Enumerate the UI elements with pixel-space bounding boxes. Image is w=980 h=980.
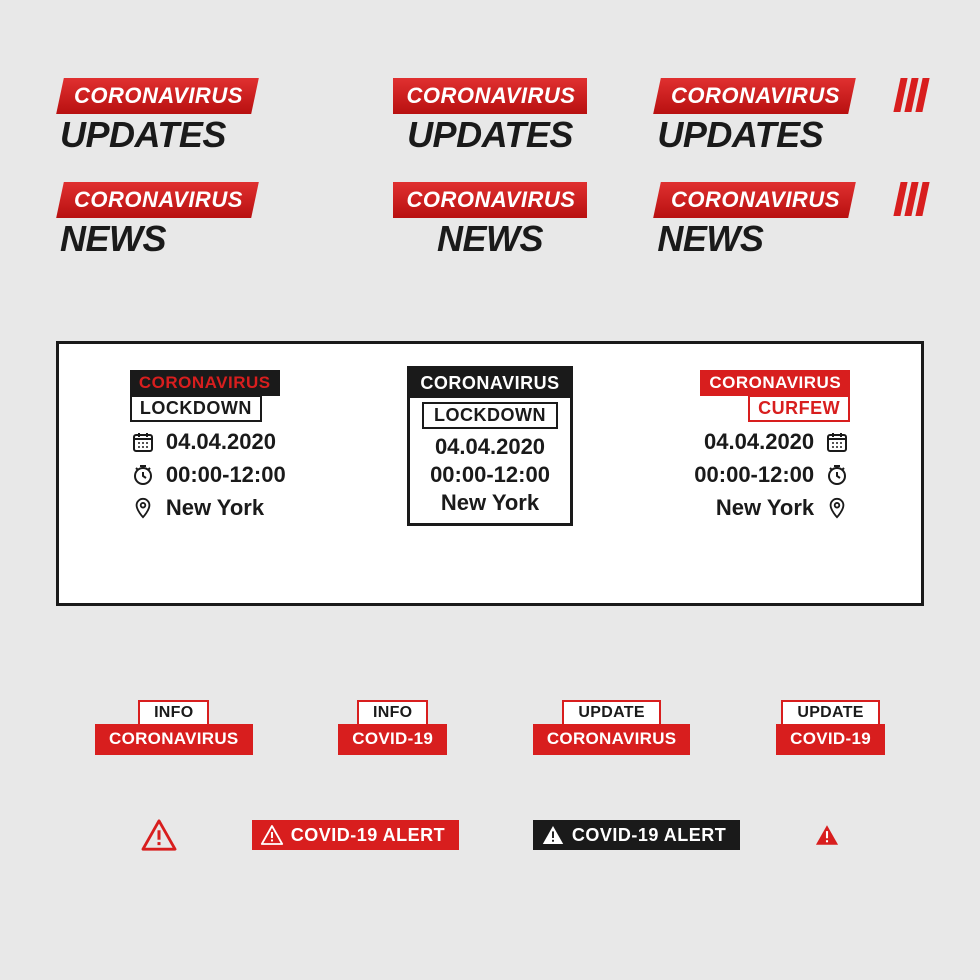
badge-bot: COVID-19 <box>776 724 885 755</box>
banner-subtitle: NEWS <box>437 218 543 260</box>
badge-update-coronavirus: UPDATE CORONAVIRUS <box>533 700 691 755</box>
clock-icon <box>824 462 850 488</box>
date-value: 04.04.2020 <box>166 429 276 455</box>
warning-solid-icon <box>814 823 840 847</box>
row-time: 00:00-12:00 <box>130 462 286 488</box>
alert-pill-black: COVID-19 ALERT <box>533 820 740 850</box>
banner-tag: CORONAVIRUS <box>654 182 857 218</box>
stripes-icon <box>897 78 926 112</box>
banner-tag: CORONAVIRUS <box>56 182 259 218</box>
banner-grid: CORONAVIRUS UPDATES CORONAVIRUS UPDATES … <box>60 78 920 260</box>
banner-subtitle: UPDATES <box>407 114 573 156</box>
time-value: 00:00-12:00 <box>166 462 286 488</box>
badge-top: UPDATE <box>562 700 660 726</box>
banner-news-2: CORONAVIRUS NEWS <box>359 182 622 260</box>
card-sublabel: LOCKDOWN <box>422 402 558 429</box>
time-value: 00:00-12:00 <box>694 462 814 488</box>
badge-bot: CORONAVIRUS <box>95 724 253 755</box>
banner-subtitle: NEWS <box>60 218 166 260</box>
card-lockdown-left: CORONAVIRUS LOCKDOWN 04.04.2020 00:00-12… <box>130 370 286 521</box>
row-place: New York <box>130 495 286 521</box>
card-curfew-right: CORONAVIRUS CURFEW 04.04.2020 00:00-12:0… <box>694 370 850 521</box>
badge-bot: COVID-19 <box>338 724 447 755</box>
alert-text: COVID-19 ALERT <box>572 825 726 846</box>
calendar-icon <box>824 429 850 455</box>
banner-subtitle: UPDATES <box>60 114 226 156</box>
row-time: 00:00-12:00 <box>694 462 850 488</box>
banner-updates-3: CORONAVIRUS UPDATES <box>657 78 920 156</box>
badge-top: INFO <box>357 700 428 726</box>
stripes-icon <box>897 182 926 216</box>
badge-info-covid19: INFO COVID-19 <box>338 700 447 755</box>
banner-tag: CORONAVIRUS <box>654 78 857 114</box>
card-sublabel: LOCKDOWN <box>130 395 262 422</box>
card-label: CORONAVIRUS <box>410 369 569 398</box>
alert-row: COVID-19 ALERT COVID-19 ALERT <box>140 818 840 852</box>
row-place: New York <box>694 495 850 521</box>
pin-icon <box>824 495 850 521</box>
alert-text: COVID-19 ALERT <box>291 825 445 846</box>
banner-tag: CORONAVIRUS <box>393 78 588 114</box>
banner-news-1: CORONAVIRUS NEWS <box>60 182 323 260</box>
banner-news-3: CORONAVIRUS NEWS <box>657 182 920 260</box>
date-value: 04.04.2020 <box>435 434 545 460</box>
badge-top: UPDATE <box>781 700 879 726</box>
info-box: CORONAVIRUS LOCKDOWN 04.04.2020 00:00-12… <box>56 341 924 606</box>
warning-outline-icon <box>140 818 178 852</box>
warning-outline-icon <box>260 824 284 846</box>
banner-subtitle: NEWS <box>657 218 763 260</box>
place-value: New York <box>441 490 539 516</box>
banner-subtitle: UPDATES <box>657 114 823 156</box>
calendar-icon <box>130 429 156 455</box>
badge-row: INFO CORONAVIRUS INFO COVID-19 UPDATE CO… <box>95 700 885 755</box>
badge-top: INFO <box>138 700 209 726</box>
card-label: CORONAVIRUS <box>130 370 280 396</box>
banner-tag: CORONAVIRUS <box>56 78 259 114</box>
warning-solid-icon <box>541 824 565 846</box>
badge-update-covid19: UPDATE COVID-19 <box>776 700 885 755</box>
row-date: 04.04.2020 <box>694 429 850 455</box>
banner-tag: CORONAVIRUS <box>393 182 588 218</box>
badge-info-coronavirus: INFO CORONAVIRUS <box>95 700 253 755</box>
card-lockdown-center: CORONAVIRUS LOCKDOWN 04.04.2020 00:00-12… <box>407 366 572 526</box>
card-sublabel: CURFEW <box>748 395 850 422</box>
banner-updates-2: CORONAVIRUS UPDATES <box>359 78 622 156</box>
place-value: New York <box>166 495 264 521</box>
clock-icon <box>130 462 156 488</box>
alert-pill-red: COVID-19 ALERT <box>252 820 459 850</box>
row-date: 04.04.2020 <box>130 429 286 455</box>
banner-updates-1: CORONAVIRUS UPDATES <box>60 78 323 156</box>
place-value: New York <box>716 495 814 521</box>
time-value: 00:00-12:00 <box>430 462 550 488</box>
badge-bot: CORONAVIRUS <box>533 724 691 755</box>
card-label: CORONAVIRUS <box>700 370 850 396</box>
date-value: 04.04.2020 <box>704 429 814 455</box>
pin-icon <box>130 495 156 521</box>
